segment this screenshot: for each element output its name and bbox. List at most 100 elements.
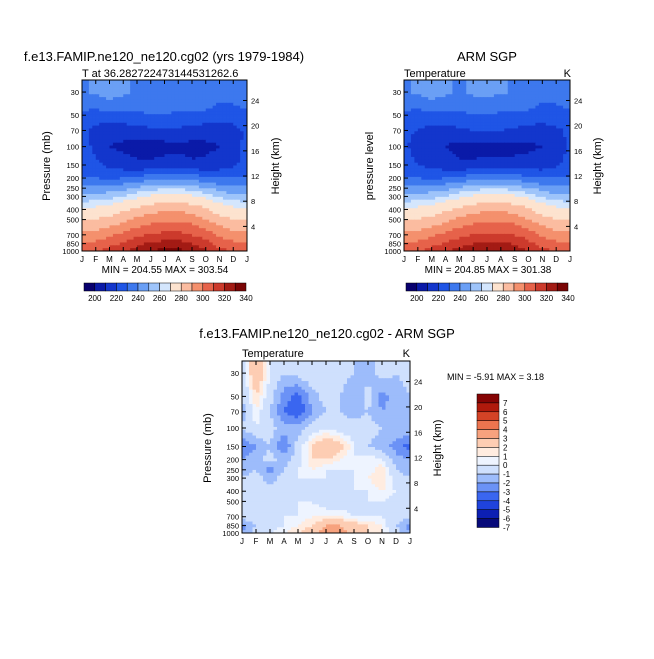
contour-cell [226, 160, 230, 163]
contour-cell [106, 94, 110, 97]
contour-cell [230, 117, 234, 120]
contour-cell [123, 100, 127, 103]
contour-cell [407, 131, 411, 134]
contour-cell [563, 83, 567, 86]
contour-cell [470, 168, 474, 171]
contour-cell [165, 185, 169, 188]
contour-cell [82, 100, 86, 103]
contour-cell [185, 188, 189, 191]
contour-cell [110, 208, 114, 211]
contour-cell [195, 97, 199, 100]
contour-cell [515, 166, 519, 169]
contour-cell [432, 91, 436, 94]
contour-cell [182, 120, 186, 123]
contour-cell [161, 200, 165, 203]
contour-cell [216, 103, 220, 106]
contour-cell [175, 160, 179, 163]
contour-cell [216, 234, 220, 237]
contour-cell [477, 137, 481, 140]
contour-cell [446, 143, 450, 146]
contour-cell [446, 137, 450, 140]
contour-cell [480, 94, 484, 97]
contour-cell [103, 228, 107, 231]
contour-cell [96, 180, 100, 183]
contour-cell [407, 166, 411, 169]
contour-cell [230, 223, 234, 226]
contour-cell [92, 106, 96, 109]
contour-cell [103, 109, 107, 112]
contour-cell [99, 128, 103, 131]
contour-cell [477, 160, 481, 163]
contour-cell [103, 183, 107, 186]
contour-cell [414, 197, 418, 200]
contour-cell [425, 100, 429, 103]
contour-cell [418, 91, 422, 94]
contour-cell [237, 171, 241, 174]
contour-cell [168, 200, 172, 203]
y-tick-label: 700 [66, 231, 79, 240]
contour-cell [209, 117, 213, 120]
contour-cell [85, 151, 89, 154]
contour-cell [168, 223, 172, 226]
contour-cell [151, 174, 155, 177]
contour-cell [130, 126, 134, 129]
colorbar-label: 200 [88, 294, 102, 303]
contour-cell [134, 223, 138, 226]
contour-cell [140, 134, 144, 137]
contour-cell [456, 188, 460, 191]
contour-cell [189, 217, 193, 220]
contour-cell [532, 94, 536, 97]
contour-cell [480, 191, 484, 194]
contour-cell [428, 148, 432, 151]
contour-cell [92, 154, 96, 157]
contour-cell [182, 94, 186, 97]
contour-cell [435, 91, 439, 94]
contour-cell [240, 97, 244, 100]
contour-cell [518, 128, 522, 131]
contour-cell [140, 106, 144, 109]
contour-cell [154, 177, 158, 180]
contour-cell [240, 214, 244, 217]
contour-cell [213, 240, 217, 243]
contour-cell [414, 100, 418, 103]
contour-cell [206, 146, 210, 149]
contour-cell [158, 177, 162, 180]
contour-cell [106, 220, 110, 223]
contour-cell [195, 109, 199, 112]
contour-cell [85, 91, 89, 94]
contour-cell [546, 174, 550, 177]
contour-cell [182, 228, 186, 231]
contour-cell [130, 148, 134, 151]
contour-cell [99, 163, 103, 166]
panel-obs-left-caption: Temperature [404, 68, 466, 80]
contour-cell [96, 134, 100, 137]
contour-cell [414, 103, 418, 106]
contour-cell [549, 140, 553, 143]
contour-cell [113, 180, 117, 183]
contour-cell [154, 197, 158, 200]
contour-cell [542, 131, 546, 134]
contour-cell [414, 137, 418, 140]
contour-cell [414, 114, 418, 117]
contour-cell [487, 188, 491, 191]
contour-cell [116, 188, 120, 191]
contour-cell [529, 194, 533, 197]
contour-cell [484, 137, 488, 140]
contour-cell [165, 223, 169, 226]
contour-cell [213, 242, 217, 245]
contour-cell [206, 211, 210, 214]
contour-cell [165, 120, 169, 123]
contour-cell [529, 151, 533, 154]
contour-cell [518, 143, 522, 146]
contour-cell [535, 143, 539, 146]
contour-cell [432, 103, 436, 106]
contour-cell [85, 231, 89, 234]
contour-cell [223, 220, 227, 223]
contour-cell [456, 160, 460, 163]
contour-cell [154, 240, 158, 243]
contour-cell [556, 194, 560, 197]
contour-cell [171, 97, 175, 100]
contour-cell [82, 168, 86, 171]
contour-cell [199, 245, 203, 248]
contour-cell [189, 163, 193, 166]
